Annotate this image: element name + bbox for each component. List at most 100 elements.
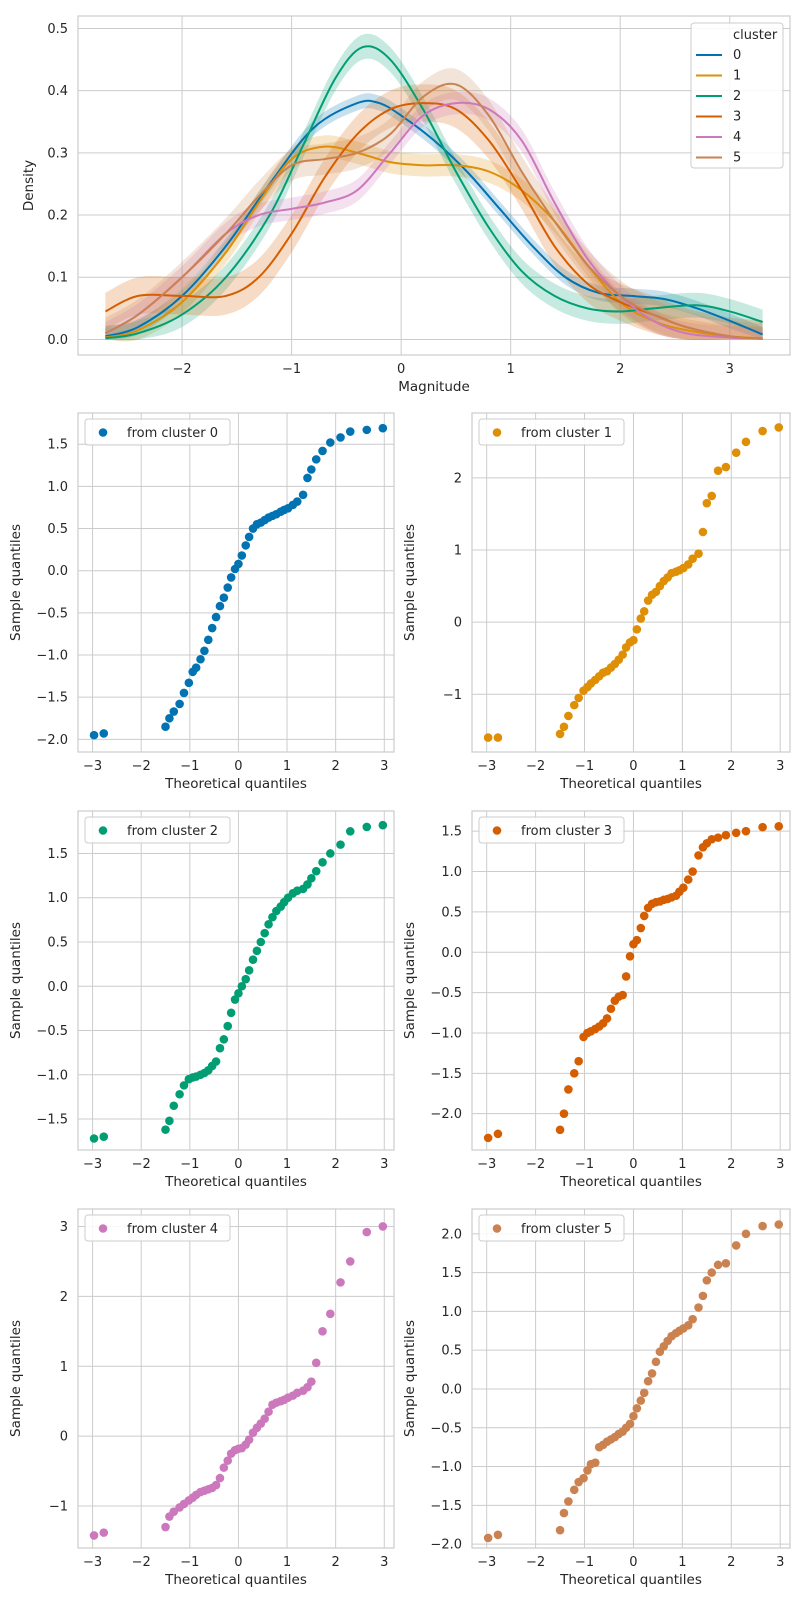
y-tick-label: −0.5 bbox=[430, 986, 462, 1001]
subplot-3: −3 −2 −1 0 1 2 3 −1.5 −1.0 −0.5 0.0 0.5 1.0 1.5 Theore… bbox=[8, 810, 395, 1190]
y-tick-label: −2.0 bbox=[430, 1107, 462, 1122]
data-point bbox=[298, 490, 308, 500]
marks bbox=[483, 423, 784, 742]
data-point bbox=[683, 875, 693, 884]
x-tick-label: 1 bbox=[283, 1555, 291, 1570]
y-tick-label: 0.5 bbox=[47, 935, 68, 950]
legend-marker bbox=[98, 1224, 108, 1233]
x-tick-label: 0 bbox=[234, 1555, 242, 1570]
grid bbox=[78, 811, 394, 1150]
data-point bbox=[688, 867, 697, 876]
x-tick-label: −2 bbox=[526, 1555, 545, 1570]
data-point bbox=[602, 1014, 612, 1023]
y-tick-label: 0.0 bbox=[47, 980, 68, 995]
data-point bbox=[569, 1485, 579, 1495]
data-point bbox=[336, 1278, 345, 1287]
y-tick-label: −1 bbox=[49, 1500, 68, 1515]
data-point bbox=[260, 1414, 269, 1423]
legend-frame bbox=[478, 816, 625, 844]
data-point bbox=[99, 729, 109, 738]
series-0-ci-band bbox=[105, 93, 763, 340]
plot-area bbox=[472, 811, 790, 1150]
grid bbox=[472, 1209, 790, 1548]
data-point bbox=[362, 822, 372, 832]
data-point bbox=[196, 654, 205, 664]
data-point bbox=[179, 1081, 189, 1090]
axes-frame bbox=[77, 1208, 395, 1549]
x-tick-label: −1 bbox=[180, 1157, 199, 1172]
data-point bbox=[741, 1229, 751, 1239]
data-point bbox=[758, 822, 767, 832]
x-tick-label: 3 bbox=[726, 362, 734, 377]
legend: from cluster 2 bbox=[84, 816, 231, 844]
data-point bbox=[758, 1221, 767, 1231]
grid bbox=[472, 413, 790, 752]
data-point bbox=[303, 473, 312, 483]
x-tick-label: −1 bbox=[575, 1555, 594, 1570]
x-tick-label: −1 bbox=[575, 759, 594, 774]
data-point bbox=[483, 1533, 493, 1543]
data-point bbox=[574, 1056, 583, 1066]
subplot-5: −3 −2 −1 0 1 2 3 −1 0 1 2 3 Theoretical quantiles Sam… bbox=[8, 1208, 395, 1588]
legend-frame bbox=[478, 1214, 625, 1242]
legend: cluster 0 1 2 3 4 5 bbox=[690, 22, 784, 169]
y-tick-label: 0.3 bbox=[47, 146, 68, 161]
subplot-2: −3 −2 −1 0 1 2 3 −1 0 1 2 Theoretical quantiles Samp… bbox=[402, 412, 791, 792]
legend: from cluster 4 bbox=[84, 1214, 231, 1242]
legend: from cluster 5 bbox=[478, 1214, 625, 1242]
data-point bbox=[223, 1456, 233, 1465]
data-point bbox=[311, 455, 321, 464]
data-point bbox=[647, 1369, 657, 1378]
x-axis-label: Theoretical quantiles bbox=[559, 1174, 702, 1190]
data-point bbox=[679, 883, 688, 892]
x-tick-label: −2 bbox=[132, 1157, 151, 1172]
data-point bbox=[244, 966, 254, 975]
data-point bbox=[318, 1327, 327, 1336]
x-tick-label: 2 bbox=[727, 759, 735, 774]
y-tick-label: −1.0 bbox=[430, 1460, 462, 1475]
data-point bbox=[248, 955, 258, 964]
data-point bbox=[555, 1525, 565, 1535]
y-tick-label: −1.0 bbox=[36, 1068, 68, 1083]
y-tick-label: −1.5 bbox=[36, 1113, 68, 1128]
plot-area bbox=[472, 413, 790, 752]
data-point bbox=[89, 1531, 99, 1540]
data-point bbox=[89, 1134, 99, 1143]
data-point bbox=[326, 438, 335, 447]
data-point bbox=[606, 1004, 616, 1014]
legend-entry: 4 bbox=[733, 130, 741, 145]
data-point bbox=[721, 1259, 731, 1268]
data-point bbox=[244, 532, 254, 542]
data-point bbox=[731, 1241, 741, 1250]
y-axis-label: Sample quantiles bbox=[402, 524, 418, 641]
data-point bbox=[226, 1008, 236, 1018]
data-point bbox=[702, 498, 712, 508]
y-tick-label: −1.5 bbox=[430, 1067, 462, 1082]
y-tick-label: 0.0 bbox=[441, 946, 462, 961]
data-point bbox=[336, 840, 345, 849]
axes-frame bbox=[77, 810, 395, 1151]
data-point bbox=[636, 923, 646, 933]
legend-frame bbox=[84, 418, 231, 446]
data-point bbox=[165, 713, 174, 723]
data-point bbox=[698, 1291, 708, 1301]
data-point bbox=[555, 1125, 565, 1135]
x-tick-label: −3 bbox=[83, 1157, 102, 1172]
x-axis-label: Theoretical quantiles bbox=[164, 1572, 307, 1588]
x-axis-label: Theoretical quantiles bbox=[559, 1572, 702, 1588]
legend-entry: 2 bbox=[733, 89, 741, 104]
legend-marker bbox=[492, 428, 502, 437]
data-point bbox=[99, 1528, 109, 1537]
data-point bbox=[559, 1508, 569, 1518]
data-point bbox=[336, 433, 345, 442]
data-point bbox=[345, 1257, 355, 1266]
data-point bbox=[731, 828, 741, 838]
data-point bbox=[161, 1125, 170, 1134]
x-tick-label: −3 bbox=[83, 1555, 102, 1570]
legend-entry: from cluster 5 bbox=[521, 1222, 612, 1237]
data-point bbox=[307, 465, 316, 474]
data-point bbox=[99, 1132, 109, 1142]
data-point bbox=[203, 635, 213, 645]
data-point bbox=[694, 851, 703, 860]
